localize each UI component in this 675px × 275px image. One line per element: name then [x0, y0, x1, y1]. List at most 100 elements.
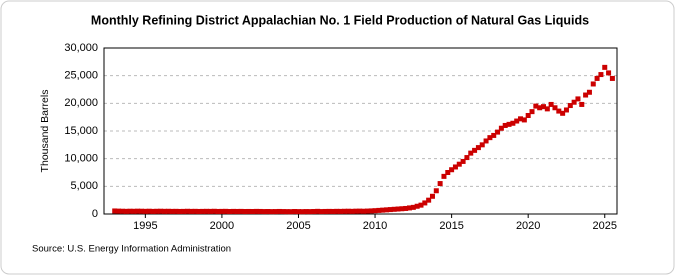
- point: [567, 103, 573, 109]
- point: [215, 208, 221, 214]
- point: [318, 209, 324, 215]
- point: [269, 209, 275, 215]
- point: [518, 116, 524, 122]
- point: [537, 105, 543, 111]
- y-axis-label: Thousand Barrels: [39, 90, 51, 173]
- plot-border: [103, 47, 618, 215]
- point: [506, 121, 512, 127]
- point: [154, 208, 160, 214]
- point: [590, 81, 596, 87]
- point: [445, 170, 451, 175]
- point: [192, 208, 198, 214]
- point: [414, 203, 420, 209]
- point: [594, 75, 600, 81]
- point: [242, 209, 248, 215]
- point: [116, 208, 122, 214]
- y-tick-label: 30,000: [64, 42, 98, 54]
- point: [540, 104, 546, 110]
- point: [426, 197, 432, 203]
- x-tick-label: 2025: [593, 220, 617, 232]
- point: [571, 99, 577, 105]
- point: [211, 208, 217, 214]
- point: [606, 70, 612, 76]
- point: [204, 208, 210, 214]
- point: [586, 89, 592, 95]
- point: [345, 208, 351, 214]
- x-tick-label: 1995: [133, 220, 157, 232]
- point: [357, 208, 363, 214]
- point: [257, 208, 263, 214]
- point: [468, 150, 474, 156]
- point: [207, 208, 213, 214]
- point: [295, 209, 301, 215]
- point: [288, 209, 294, 215]
- point: [315, 208, 321, 214]
- point: [322, 208, 328, 214]
- point: [169, 208, 175, 214]
- point: [560, 110, 566, 116]
- point: [498, 125, 504, 131]
- point: [437, 181, 443, 187]
- point: [372, 208, 378, 214]
- point: [418, 202, 424, 208]
- point: [292, 209, 298, 215]
- point: [280, 209, 286, 215]
- point: [223, 208, 229, 214]
- point: [441, 173, 447, 179]
- point: [487, 135, 493, 141]
- x-tick-label: 2015: [439, 220, 463, 232]
- point: [552, 105, 558, 111]
- point: [250, 209, 256, 215]
- point: [475, 145, 481, 151]
- point: [131, 208, 137, 214]
- point: [460, 158, 466, 164]
- point: [112, 208, 118, 214]
- point: [491, 132, 497, 138]
- point: [200, 208, 206, 214]
- x-tick-label: 2020: [516, 220, 540, 232]
- point: [525, 113, 531, 119]
- point: [529, 109, 535, 115]
- point: [579, 101, 585, 107]
- point: [119, 208, 125, 214]
- point: [395, 206, 401, 212]
- point: [173, 208, 179, 214]
- point: [598, 72, 604, 78]
- point: [380, 207, 386, 213]
- point: [403, 205, 409, 211]
- point: [429, 193, 435, 199]
- point: [583, 92, 589, 98]
- point: [276, 208, 282, 214]
- point: [330, 208, 336, 214]
- x-tick-label: 2000: [210, 220, 234, 232]
- point: [303, 209, 309, 215]
- point: [602, 64, 608, 70]
- point: [265, 209, 271, 215]
- point: [158, 208, 164, 214]
- point: [495, 129, 501, 135]
- point: [556, 108, 562, 114]
- point: [181, 208, 187, 214]
- point: [184, 208, 190, 214]
- point: [326, 208, 332, 214]
- y-tick-label: 25,000: [64, 70, 98, 82]
- point: [123, 208, 129, 214]
- point: [472, 147, 478, 153]
- point: [609, 75, 615, 81]
- point: [219, 208, 225, 214]
- point: [449, 167, 455, 173]
- point: [387, 207, 393, 213]
- x-tick-label: 2010: [363, 220, 387, 232]
- point: [563, 107, 569, 113]
- point: [188, 208, 194, 214]
- point: [238, 208, 244, 214]
- point: [139, 208, 145, 214]
- point: [361, 208, 367, 214]
- point: [510, 120, 516, 126]
- point: [479, 142, 485, 148]
- y-tick-label: 5,000: [70, 180, 98, 192]
- point: [273, 209, 279, 215]
- point: [548, 101, 554, 107]
- point: [161, 208, 167, 214]
- point: [452, 164, 458, 170]
